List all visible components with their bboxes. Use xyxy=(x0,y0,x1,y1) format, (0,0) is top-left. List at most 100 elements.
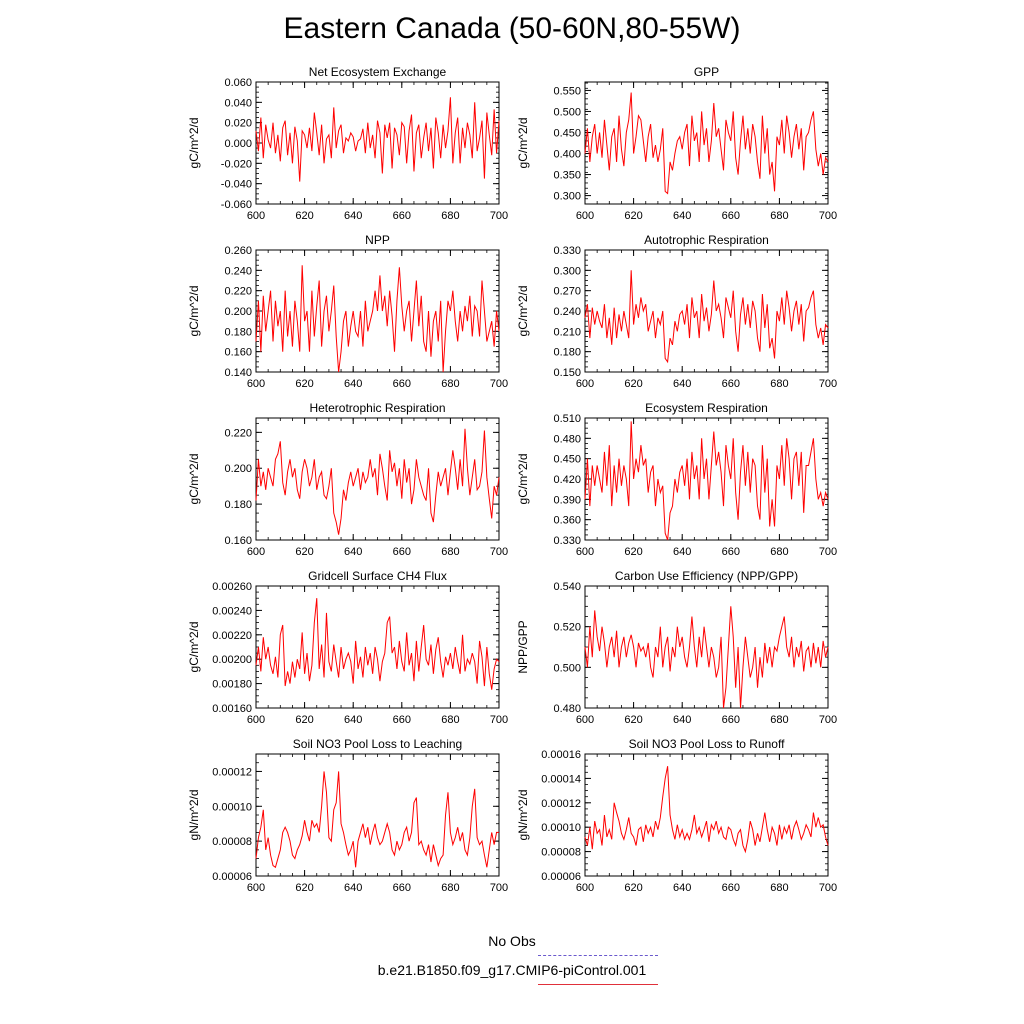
x-tick-label: 600 xyxy=(247,882,265,894)
x-tick-label: 640 xyxy=(344,714,362,726)
x-tick-label: 620 xyxy=(295,378,313,390)
chart-panel: Autotrophic Respiration gC/m^2/d 0.330 0.30… xyxy=(516,233,837,390)
chart-panel: GPP gC/m^2/d 0.550 0.500 0.450 0.400 0.350 0.30… xyxy=(516,65,837,222)
data-series-line xyxy=(584,766,829,854)
data-series-line xyxy=(584,92,829,195)
chart-panel: Ecosystem Respiration gC/m^2/d 0.510 0.480 0… xyxy=(516,401,837,558)
x-tick-label: 660 xyxy=(393,378,411,390)
x-tick-label: 600 xyxy=(576,378,594,390)
y-tick-label: 0.00014 xyxy=(541,773,581,785)
y-tick-label: 0.420 xyxy=(553,474,581,486)
y-tick-label: 0.00010 xyxy=(212,801,252,813)
x-tick-label: 680 xyxy=(770,546,788,558)
y-tick-label: 0.330 xyxy=(553,245,581,257)
y-axis-label: gC/m^2/d xyxy=(516,286,530,337)
x-tick-label: 620 xyxy=(295,882,313,894)
x-tick-label: 680 xyxy=(441,378,459,390)
panel-title: Soil NO3 Pool Loss to Leaching xyxy=(293,737,462,751)
chart-panel: Carbon Use Efficiency (NPP/GPP) NPP/GPP 0.… xyxy=(516,569,837,726)
x-tick-label: 680 xyxy=(441,210,459,222)
x-tick-label: 700 xyxy=(490,546,508,558)
y-tick-label: -0.020 xyxy=(221,158,252,170)
x-tick-label: 660 xyxy=(393,546,411,558)
data-series-line xyxy=(255,598,500,690)
y-axis-label: gC/m^2/d xyxy=(187,622,201,673)
x-tick-label: 620 xyxy=(624,714,642,726)
x-tick-label: 680 xyxy=(441,546,459,558)
panel-title: Soil NO3 Pool Loss to Runoff xyxy=(629,737,786,751)
panel-title: NPP xyxy=(365,233,390,247)
x-tick-label: 660 xyxy=(393,714,411,726)
y-tick-label: 0.160 xyxy=(224,347,252,359)
y-tick-label: 0.220 xyxy=(224,286,252,298)
x-tick-label: 680 xyxy=(770,378,788,390)
x-tick-label: 640 xyxy=(673,714,691,726)
y-tick-label: -0.040 xyxy=(221,179,252,191)
x-tick-label: 620 xyxy=(624,546,642,558)
legend-obs-label: No Obs xyxy=(488,933,536,949)
y-tick-label: 0.500 xyxy=(553,106,581,118)
plot-frame xyxy=(584,417,829,541)
x-tick-label: 620 xyxy=(624,882,642,894)
y-tick-label: 0.040 xyxy=(224,97,252,109)
y-tick-label: 0.350 xyxy=(553,170,581,182)
x-tick-label: 700 xyxy=(819,714,837,726)
x-tick-label: 680 xyxy=(770,210,788,222)
x-tick-label: 660 xyxy=(722,882,740,894)
figure-title: Eastern Canada (50-60N,80-55W) xyxy=(283,12,741,45)
y-axis-label: gC/m^2/d xyxy=(187,454,201,505)
chart-panel: Heterotrophic Respiration gC/m^2/d 0.220 0.… xyxy=(187,401,508,558)
data-series-line xyxy=(584,270,829,364)
y-tick-label: 0.180 xyxy=(553,347,581,359)
y-tick-label: 0.150 xyxy=(553,367,581,379)
x-tick-label: 640 xyxy=(344,210,362,222)
x-tick-label: 620 xyxy=(624,210,642,222)
panel-title: Carbon Use Efficiency (NPP/GPP) xyxy=(615,569,798,583)
y-tick-label: 0.00008 xyxy=(541,847,581,859)
y-tick-label: 0.060 xyxy=(224,77,252,89)
y-tick-label: 0.520 xyxy=(553,622,581,634)
y-tick-label: 0.260 xyxy=(224,245,252,257)
chart-panel: NPP gC/m^2/d 0.260 0.240 0.220 0.200 0.180 0.16… xyxy=(187,233,508,390)
y-tick-label: 0.00012 xyxy=(541,798,581,810)
x-tick-label: 700 xyxy=(819,378,837,390)
y-tick-label: 0.160 xyxy=(224,535,252,547)
chart-panel: Gridcell Surface CH4 Flux gC/m^2/d 0.00260… xyxy=(187,569,508,726)
x-tick-label: 660 xyxy=(722,714,740,726)
y-tick-label: 0.00200 xyxy=(212,654,252,666)
data-series-line xyxy=(255,97,500,182)
y-axis-label: gC/m^2/d xyxy=(187,286,201,337)
x-tick-label: 680 xyxy=(441,882,459,894)
y-tick-label: 0.200 xyxy=(224,463,252,475)
panel-title: Heterotrophic Respiration xyxy=(309,401,445,415)
y-tick-label: -0.060 xyxy=(221,199,252,211)
legend-obs-line xyxy=(538,955,658,956)
y-tick-label: 0.400 xyxy=(553,149,581,161)
y-tick-label: 0.450 xyxy=(553,127,581,139)
x-tick-label: 600 xyxy=(247,546,265,558)
y-tick-label: 0.200 xyxy=(224,306,252,318)
x-tick-label: 640 xyxy=(344,546,362,558)
y-tick-label: 0.00160 xyxy=(212,703,252,715)
x-tick-label: 640 xyxy=(673,378,691,390)
x-tick-label: 660 xyxy=(722,210,740,222)
data-series-line xyxy=(255,771,499,869)
y-tick-label: 0.00180 xyxy=(212,679,252,691)
x-tick-label: 620 xyxy=(295,546,313,558)
x-tick-label: 700 xyxy=(819,546,837,558)
y-tick-label: 0.510 xyxy=(553,413,581,425)
y-tick-label: 0.180 xyxy=(224,326,252,338)
y-tick-label: 0.220 xyxy=(224,427,252,439)
x-tick-label: 700 xyxy=(490,882,508,894)
y-tick-label: 0.00008 xyxy=(212,836,252,848)
x-tick-label: 600 xyxy=(247,378,265,390)
plot-frame xyxy=(255,81,500,205)
y-tick-label: 0.540 xyxy=(553,581,581,593)
chart-panel: Soil NO3 Pool Loss to Runoff gN/m^2/d 0.00… xyxy=(516,737,837,894)
panel-title: Autotrophic Respiration xyxy=(644,233,769,247)
chart-panel: Net Ecosystem Exchange gC/m^2/d 0.060 0.040… xyxy=(187,65,508,222)
y-tick-label: 0.240 xyxy=(553,306,581,318)
data-series-line xyxy=(584,421,829,541)
y-tick-label: 0.210 xyxy=(553,326,581,338)
